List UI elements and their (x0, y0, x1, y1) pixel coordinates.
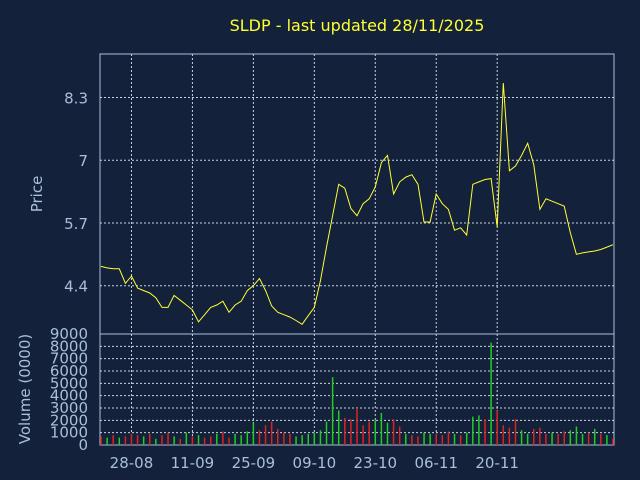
volume-y-tick-label: 1000 (50, 424, 88, 442)
x-tick-label: 09-10 (293, 454, 337, 472)
volume-y-tick-label: 8000 (50, 337, 88, 355)
volume-y-tick-label: 4000 (50, 387, 88, 405)
price-panel-frame (99, 53, 615, 335)
price-y-tick-label: 5.7 (64, 215, 88, 233)
chart-title: SLDP - last updated 28/11/2025 (230, 16, 485, 35)
volume-y-tick-label: 3000 (50, 399, 88, 417)
volume-bars (100, 342, 614, 445)
x-tick-label: 25-09 (232, 454, 276, 472)
volume-y-tick-label: 9000 (50, 325, 88, 343)
price-grid (100, 54, 614, 334)
volume-y-tick-label: 0 (78, 436, 88, 454)
price-line (100, 82, 614, 325)
price-y-tick-label: 8.3 (64, 89, 88, 107)
x-tick-label: 20-11 (475, 454, 519, 472)
volume-axis-label: Volume (0000) (16, 334, 34, 444)
price-y-tick-label: 4.4 (64, 278, 88, 296)
volume-y-tick-label: 2000 (50, 411, 88, 429)
x-tick-label: 28-08 (110, 454, 154, 472)
price-panel: 4.4 5.7 7 8.3 Price (28, 53, 615, 335)
price-y-ticks: 4.4 5.7 7 8.3 (64, 89, 88, 295)
x-tick-label: 11-09 (171, 454, 215, 472)
price-y-tick-label: 7 (78, 152, 88, 170)
volume-y-tick-label: 7000 (50, 350, 88, 368)
price-axis-label: Price (28, 176, 46, 213)
volume-y-tick-label: 5000 (50, 374, 88, 392)
volume-y-tick-label: 6000 (50, 362, 88, 380)
x-axis-ticks: 28-08 11-09 25-09 09-10 23-10 06-11 20-11 (110, 454, 519, 472)
x-tick-label: 23-10 (353, 454, 397, 472)
x-tick-label: 06-11 (414, 454, 458, 472)
